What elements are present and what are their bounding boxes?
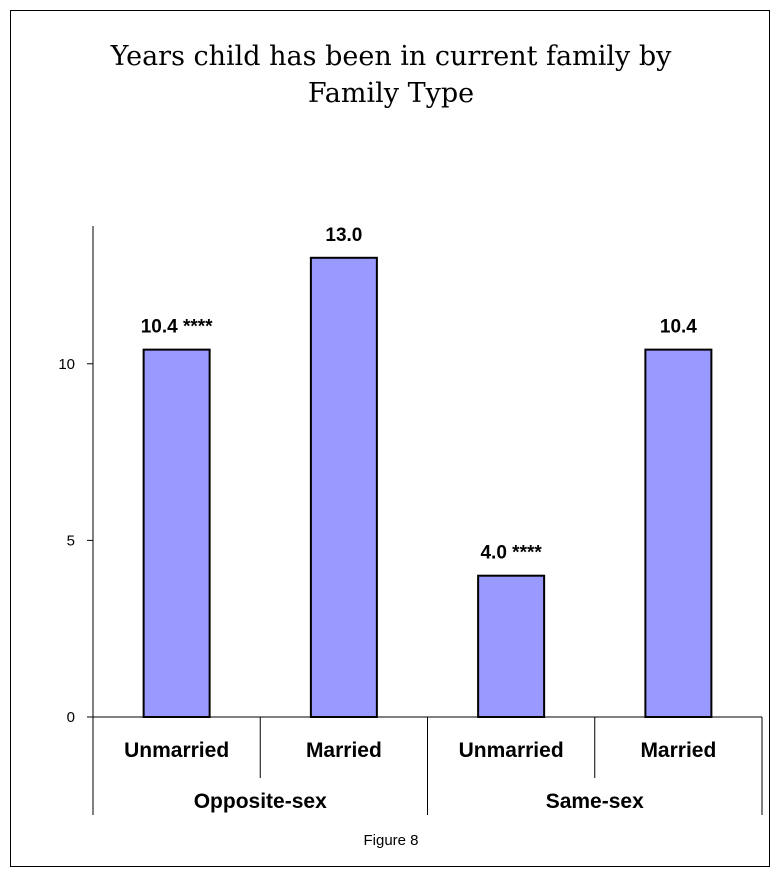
y-tick-label: 5 [67, 532, 75, 549]
category-label: Unmarried [459, 739, 564, 762]
category-label: Unmarried [124, 739, 229, 762]
data-label: 4.0 **** [480, 543, 542, 564]
bar [477, 574, 546, 718]
chart-frame [10, 10, 770, 867]
chart-title: Years child has been in current family b… [20, 38, 762, 112]
category-label: Married [640, 739, 716, 762]
y-tick-label: 0 [67, 709, 75, 726]
bar [142, 348, 211, 718]
data-label: 10.4 [660, 317, 697, 338]
chart-title-line-2: Family Type [307, 78, 475, 109]
bar [309, 256, 378, 718]
chart-title-line-1: Years child has been in current family b… [110, 41, 672, 72]
data-label: 13.0 [325, 225, 362, 246]
data-label: 10.4 **** [141, 317, 213, 338]
y-tick-label: 10 [58, 356, 75, 373]
group-label: Opposite-sex [194, 790, 327, 813]
category-label: Married [306, 739, 382, 762]
figure-caption: Figure 8 [363, 832, 419, 849]
group-label: Same-sex [546, 790, 644, 813]
bar [644, 348, 713, 718]
